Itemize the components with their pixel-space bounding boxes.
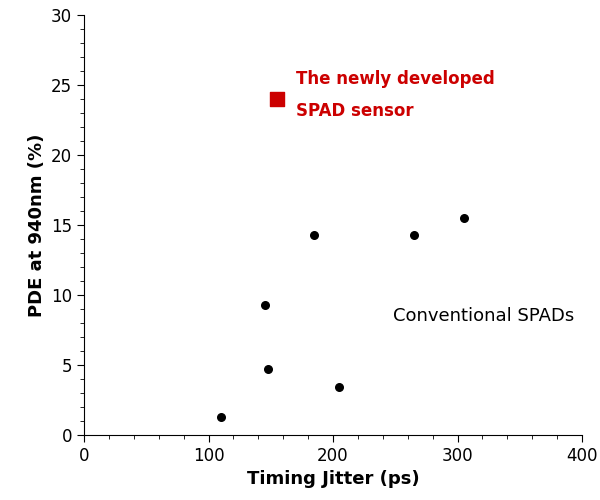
Point [272, 95, 282, 103]
Point [260, 301, 269, 309]
Y-axis label: PDE at 940nm (%): PDE at 940nm (%) [28, 134, 46, 316]
X-axis label: Timing Jitter (ps): Timing Jitter (ps) [247, 470, 419, 488]
Point [334, 384, 344, 392]
Point [310, 231, 319, 239]
Point [216, 413, 226, 421]
Point [459, 214, 469, 222]
Point [263, 365, 273, 373]
Point [409, 231, 419, 239]
Text: The newly developed: The newly developed [296, 70, 494, 88]
Text: Conventional SPADs: Conventional SPADs [393, 307, 574, 325]
Text: SPAD sensor: SPAD sensor [296, 102, 413, 120]
